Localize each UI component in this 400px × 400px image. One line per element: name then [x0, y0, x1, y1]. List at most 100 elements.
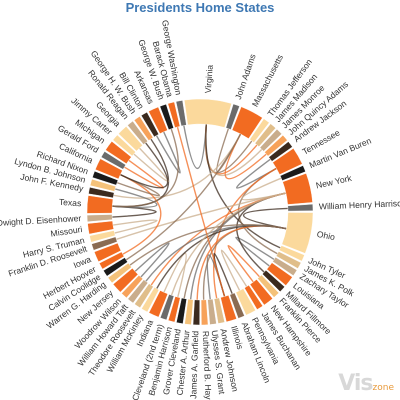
arc-george-washington[interactable] [175, 100, 187, 127]
chord-andrew-jackson-to-tennessee[interactable] [236, 158, 277, 189]
chord-links [112, 124, 288, 300]
label-missouri: Missouri [50, 224, 83, 239]
arc-ulysses-s-grant[interactable] [207, 298, 217, 325]
label-dwight-d-eisenhower: Dwight D. Eisenhower [0, 213, 82, 228]
arc-james-k-polk[interactable] [275, 251, 302, 269]
arc-james-a-garfield[interactable] [192, 299, 200, 326]
arc-john-quincy-adams[interactable] [264, 134, 288, 157]
arc-william-mckinley[interactable] [141, 287, 160, 313]
arc-new-jersey[interactable] [112, 268, 139, 293]
chord-cleveland-2nd-term-to-new-york[interactable] [170, 192, 287, 296]
arc-new-hampshire[interactable] [249, 279, 273, 306]
chord-calvin-coolidge-to-massachusetts[interactable] [125, 133, 242, 261]
arc-james-madison[interactable] [254, 123, 276, 147]
chord-woodrow-wilson-to-new-jersey[interactable] [134, 242, 170, 278]
arc-warren-g-harding[interactable] [107, 262, 132, 284]
chord-franklin-pierce-to-new-hampshire[interactable] [227, 245, 261, 283]
arc-william-henry-harrison[interactable] [287, 203, 314, 212]
chord-george-washington-to-virginia[interactable] [183, 124, 208, 170]
arc-gerald-ford[interactable] [100, 151, 126, 170]
label-virginia: Virginia [203, 64, 215, 93]
arc-franklin-pierce[interactable] [257, 274, 280, 298]
arc-herbert-hoover[interactable] [99, 251, 125, 270]
arc-martin-van-buren[interactable] [279, 165, 306, 181]
label-john-adams: John Adams [233, 53, 258, 101]
arc-texas[interactable] [86, 195, 114, 214]
arc-andrew-jackson[interactable] [268, 141, 293, 162]
chord-warren-g-harding-to-ohio[interactable] [129, 224, 287, 266]
arc-louisiana[interactable] [266, 262, 293, 286]
arc-ronald-reagan[interactable] [127, 120, 148, 145]
chart-title: Presidents Home States [125, 0, 275, 15]
arc-michigan[interactable] [105, 141, 132, 164]
arc-missouri[interactable] [87, 220, 114, 235]
arc-rutherford-b-hayes[interactable] [200, 299, 209, 326]
arc-franklin-d-roosevelt[interactable] [91, 236, 118, 251]
arc-benjamin-harrison[interactable] [167, 296, 181, 323]
arc-thomas-jefferson[interactable] [249, 118, 270, 143]
arc-calvin-coolidge[interactable] [103, 257, 128, 277]
watermark-sub: zone [372, 383, 394, 393]
chord-john-quincy-adams-to-massachusetts[interactable] [224, 133, 267, 180]
arc-pennsylvania[interactable] [235, 288, 256, 316]
arc-bill-clinton[interactable] [140, 111, 159, 138]
arc-george-w-bush[interactable] [159, 103, 174, 130]
chord-james-buchanan-to-pennsylvania[interactable] [220, 249, 248, 291]
arc-john-tyler[interactable] [278, 245, 305, 262]
label-texas: Texas [59, 197, 82, 208]
arc-virginia[interactable] [184, 98, 232, 128]
arc-dwight-d-eisenhower[interactable] [86, 214, 113, 223]
chord-herbert-hoover-to-california[interactable] [120, 174, 162, 255]
arc-millard-fillmore[interactable] [262, 269, 285, 292]
arc-william-howard-taft[interactable] [127, 279, 149, 304]
arc-cleveland-2nd-term[interactable] [159, 294, 175, 321]
arc-lyndon-b-johnson[interactable] [89, 178, 117, 192]
arc-georgia[interactable] [118, 126, 143, 152]
label-james-a-garfield: James A. Garfield [188, 331, 200, 399]
arc-iowa[interactable] [94, 242, 122, 262]
arc-grover-cleveland[interactable] [176, 297, 187, 324]
arc-california[interactable] [95, 158, 123, 180]
chord-bill-clinton-to-arkansas[interactable] [155, 131, 181, 174]
arc-james-monroe[interactable] [259, 128, 282, 152]
arc-richard-nixon[interactable] [92, 170, 119, 186]
arc-jimmy-carter[interactable] [112, 134, 136, 157]
group-arcs [86, 98, 314, 326]
arc-james-buchanan[interactable] [244, 284, 264, 310]
arc-george-h-w-bush[interactable] [133, 116, 154, 141]
chord-william-mckinley-to-ohio[interactable] [156, 225, 287, 289]
arc-chester-a-arthur[interactable] [184, 298, 194, 325]
arc-new-york[interactable] [282, 173, 313, 205]
label-rutherford-b-hayes: Rutherford B. Hayes [201, 331, 214, 400]
arc-zachary-taylor[interactable] [272, 256, 298, 276]
arc-woodrow-wilson[interactable] [121, 275, 144, 299]
chord-john-f-kennedy-to-massachusetts[interactable] [113, 133, 242, 199]
arc-abraham-lincoln[interactable] [229, 292, 245, 319]
chord-harry-s-truman-to-missouri[interactable] [112, 219, 158, 234]
arc-harry-s-truman[interactable] [89, 230, 116, 243]
watermark-logo: Viszone [338, 371, 394, 396]
chord-george-w-bush-to-texas[interactable] [112, 128, 179, 208]
arc-andrew-johnson[interactable] [213, 297, 225, 324]
chord-benjamin-harrison-to-indiana[interactable] [163, 252, 187, 298]
label-new-york: New York [315, 173, 353, 191]
arc-arkansas[interactable] [148, 106, 168, 134]
arc-john-f-kennedy[interactable] [88, 187, 115, 199]
arc-theodore-roosevelt[interactable] [134, 283, 154, 309]
arc-tennessee[interactable] [272, 148, 303, 175]
arc-massachusetts[interactable] [231, 106, 263, 139]
arc-ohio[interactable] [281, 212, 314, 254]
arc-barack-obama[interactable] [167, 101, 181, 128]
chord-zachary-taylor-to-louisiana[interactable] [235, 236, 275, 267]
chord-john-tyler-to-virginia[interactable] [205, 124, 281, 249]
label-william-henry-harrison: William Henry Harrison [319, 198, 400, 212]
watermark-mark: Vis [338, 371, 373, 396]
chord-barack-obama-to-illinois[interactable] [176, 126, 226, 297]
label-ohio: Ohio [316, 229, 336, 242]
arc-indiana[interactable] [148, 290, 169, 318]
chord-ronald-reagan-to-california[interactable] [120, 142, 169, 189]
arc-john-adams[interactable] [225, 103, 240, 130]
chord-william-henry-harrison-to-ohio[interactable] [242, 207, 288, 230]
arc-illinois[interactable] [220, 295, 237, 323]
